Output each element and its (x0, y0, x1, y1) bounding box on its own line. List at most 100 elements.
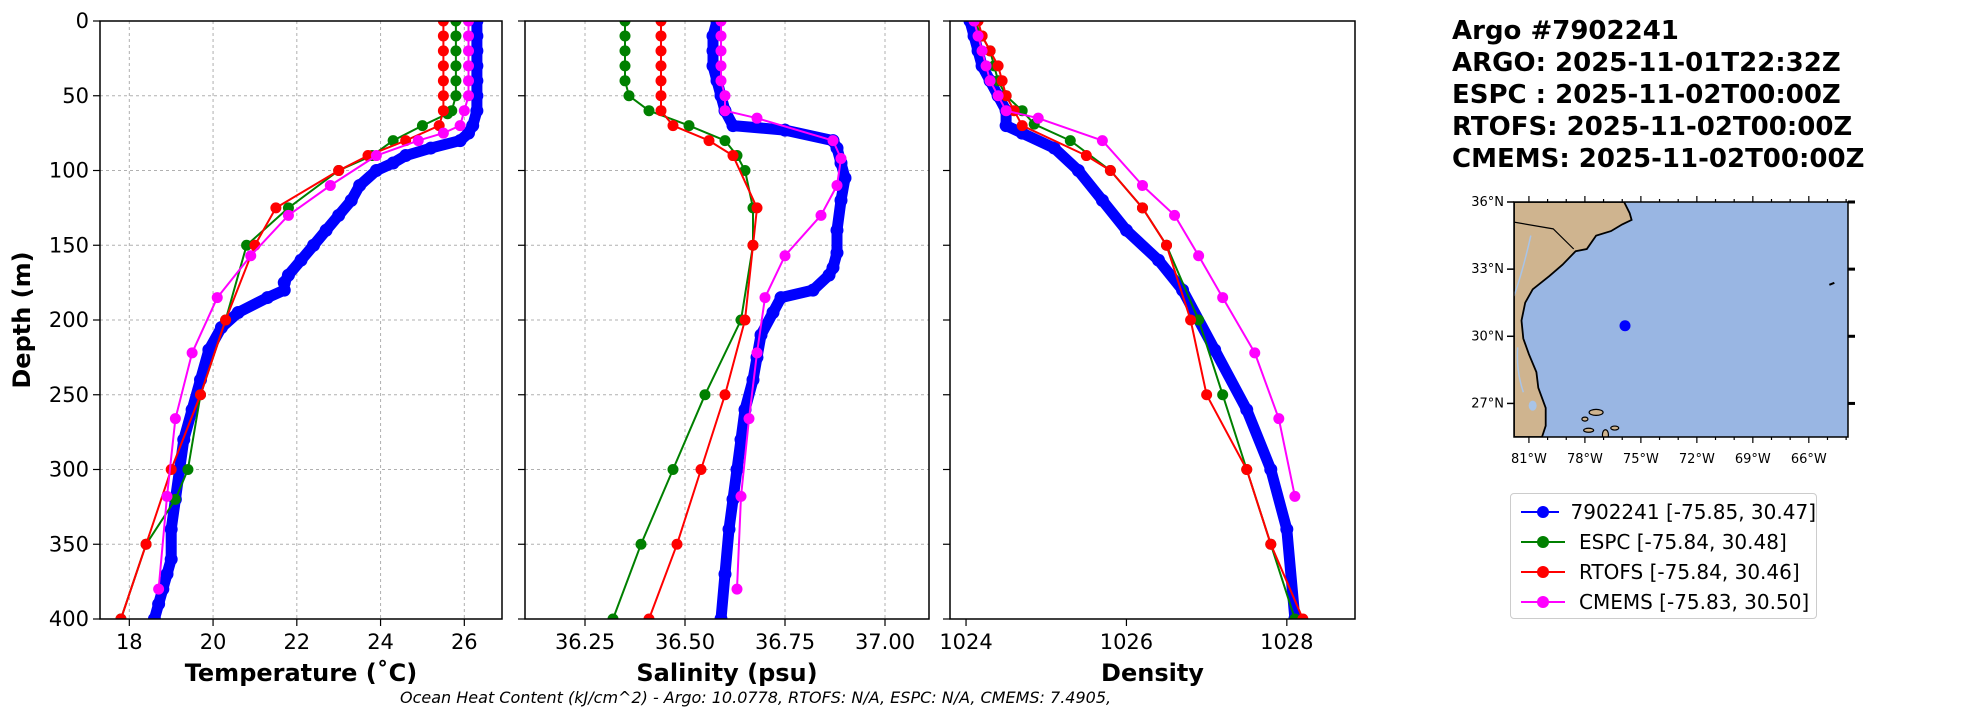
point-espc-2 (450, 45, 462, 57)
x-tick-label-4: 26 (451, 630, 478, 654)
legend-key-espc (1521, 536, 1565, 548)
point-cmems-5 (463, 90, 474, 102)
point-cmems-12 (779, 250, 791, 262)
y-tick-label-0: 0 (76, 9, 89, 33)
map-state-border (1514, 221, 1575, 250)
point-argo-3 (706, 59, 720, 73)
legend-label-espc: ESPC [-75.84, 30.48] (1579, 530, 1787, 554)
point-espc-2 (619, 45, 631, 57)
point-espc-1 (619, 30, 631, 42)
plot-area-temperature (115, 21, 484, 619)
y-axis-label: Depth (m) (8, 251, 36, 388)
point-cmems-7 (751, 112, 763, 124)
legend-label-rtofs: RTOFS [-75.84, 30.46] (1579, 560, 1800, 584)
point-rtofs-1 (655, 30, 667, 42)
map-lat-label-3: 27°N (1471, 396, 1504, 411)
point-espc-6 (643, 105, 655, 117)
point-argo-20 (766, 306, 780, 320)
point-cmems-10 (1169, 209, 1181, 221)
map-land-us-southeast (1514, 202, 1633, 437)
point-cmems-15 (186, 347, 198, 359)
x-tick-label-0: 1024 (939, 630, 992, 654)
point-cmems-12 (282, 209, 294, 221)
point-espc-5 (450, 90, 462, 102)
point-rtofs-16 (1297, 613, 1309, 619)
location-map: 36°N 33°N 30°N 27°N 81°W 78°W 75°W 72°W 69°W 66°W (1471, 195, 1855, 467)
point-argo-17 (822, 268, 836, 282)
point-argo-19 (294, 253, 308, 267)
point-argo-15 (830, 246, 844, 260)
point-argo-24 (231, 306, 245, 320)
point-rtofs-4 (437, 75, 449, 87)
point-argo-1 (470, 29, 484, 43)
legend-entry-espc: ESPC [-75.84, 30.48] (1519, 527, 1816, 557)
point-cmems-12 (1217, 292, 1229, 304)
point-cmems-16 (735, 490, 747, 502)
map-island-bahamas-3 (1581, 416, 1589, 422)
point-cmems-4 (463, 75, 474, 87)
point-argo-14 (830, 223, 844, 237)
point-argo-33 (164, 552, 178, 566)
point-cmems-0 (715, 21, 727, 27)
panel-salinity: 36.25 36.50 36.75 37.00 Salinity (psu) (518, 20, 930, 687)
point-espc-5 (623, 90, 635, 102)
point-espc-13 (241, 239, 253, 251)
point-cmems-11 (324, 179, 336, 191)
x-tick-label-3: 37.00 (855, 630, 915, 654)
point-argo-18 (307, 238, 321, 252)
point-rtofs-12 (249, 239, 261, 251)
point-rtofs-2 (655, 45, 667, 57)
point-cmems-1 (972, 30, 984, 42)
point-rtofs-5 (655, 90, 667, 102)
point-cmems-15 (743, 413, 755, 425)
point-espc-12 (1193, 314, 1205, 326)
point-argo-19 (774, 291, 788, 305)
map-lon-label-5: 66°W (1791, 452, 1827, 467)
point-rtofs-9 (1104, 165, 1116, 176)
point-argo-17 (319, 223, 333, 237)
point-espc-0 (619, 21, 631, 27)
point-cmems-17 (161, 490, 173, 502)
point-rtofs-10 (751, 202, 763, 214)
point-cmems-4 (715, 75, 727, 87)
point-cmems-13 (245, 250, 257, 262)
map-lat-label-2: 30°N (1471, 329, 1504, 344)
title-line-cmems-time: CMEMS: 2025-11-02T00:00Z (1452, 144, 1865, 174)
point-rtofs-11 (747, 239, 759, 251)
title-line-float: Argo #7902241 (1452, 16, 1679, 46)
y-tick-label-5: 250 (49, 383, 89, 407)
point-cmems-6 (458, 105, 470, 117)
map-lon-label-1: 78°W (1567, 452, 1603, 467)
map-island-bermuda (1828, 281, 1835, 286)
x-tick-label-2: 36.75 (755, 630, 815, 654)
point-argo-25 (734, 433, 748, 447)
map-lon-label-4: 69°W (1735, 452, 1771, 467)
point-argo-13 (1152, 253, 1166, 267)
point-rtofs-15 (165, 464, 177, 475)
map-island-bahamas-2 (1601, 429, 1610, 437)
point-espc-4 (450, 75, 462, 87)
point-argo-8 (462, 126, 475, 140)
point-cmems-11 (815, 209, 827, 221)
legend-label-cmems: CMEMS [-75.83, 30.50] (1579, 590, 1810, 614)
point-espc-7 (683, 120, 695, 132)
point-cmems-1 (715, 30, 727, 42)
map-island-bahamas-0 (1588, 408, 1604, 416)
x-tick-label-1: 36.50 (655, 630, 715, 654)
point-argo-16 (1240, 403, 1254, 417)
point-cmems-1 (463, 30, 474, 42)
point-cmems-3 (463, 60, 474, 72)
map-lon-label-3: 72°W (1679, 452, 1715, 467)
point-argo-18 (806, 283, 820, 297)
point-argo-9 (1047, 141, 1061, 155)
map-river-1 (1514, 235, 1532, 297)
point-cmems-16 (169, 413, 181, 425)
x-axis-label-density: Density (1101, 659, 1204, 687)
point-argo-10 (1071, 164, 1085, 177)
point-rtofs-6 (655, 105, 667, 117)
point-rtofs-2 (437, 45, 449, 57)
legend-entry-rtofs: RTOFS [-75.84, 30.46] (1519, 557, 1816, 587)
point-cmems-3 (715, 60, 727, 72)
point-rtofs-16 (140, 538, 152, 550)
point-argo-12 (838, 171, 852, 185)
